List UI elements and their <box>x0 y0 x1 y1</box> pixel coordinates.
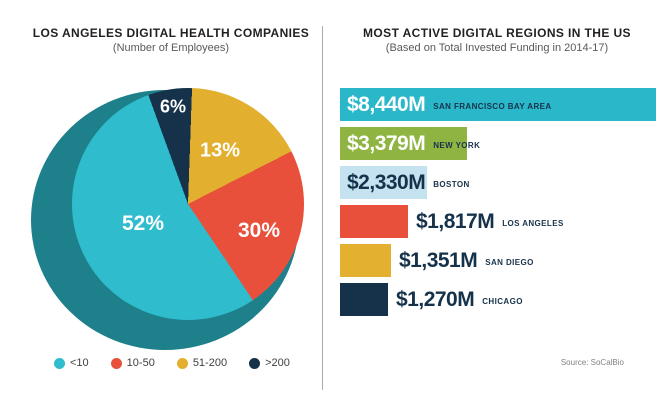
bar-chart-title: MOST ACTIVE DIGITAL REGIONS IN THE US <box>363 26 631 40</box>
legend-label: <10 <box>70 357 89 369</box>
legend-dot-icon <box>110 357 122 369</box>
bar-labels: $1,351M SAN DIEGO <box>399 244 534 277</box>
bar-labels: $1,270M CHICAGO <box>396 283 523 316</box>
source-credit: Source: SoCalBio <box>560 358 624 367</box>
bar-value-label: $1,270M <box>396 287 475 311</box>
pie-slices <box>72 88 304 320</box>
legend-item: 10-50 <box>110 357 155 369</box>
bar-labels: $3,379M NEW YORK <box>347 127 480 160</box>
pie-chart-header: LOS ANGELES DIGITAL HEALTH COMPANIES (Nu… <box>12 26 330 54</box>
legend-item: >200 <box>249 357 290 369</box>
bar-row: $2,330M BOSTON <box>340 166 656 199</box>
bar <box>340 244 391 277</box>
panel-divider <box>322 26 323 390</box>
bar <box>340 205 408 238</box>
legend-item: <10 <box>54 357 89 369</box>
pie-percent-label: 6% <box>159 96 187 117</box>
bar-value-label: $8,440M <box>347 92 426 116</box>
bar-region-label: SAN DIEGO <box>485 257 534 267</box>
legend-label: >200 <box>265 357 290 369</box>
legend-dot-icon <box>176 357 188 369</box>
bar-chart-header: MOST ACTIVE DIGITAL REGIONS IN THE US (B… <box>336 26 658 54</box>
pie-percent-label: 13% <box>199 139 241 162</box>
bar-value-label: $3,379M <box>347 131 426 155</box>
bar-value-label: $1,351M <box>399 248 478 272</box>
pie-chart-title: LOS ANGELES DIGITAL HEALTH COMPANIES <box>32 26 310 40</box>
bar-region-label: CHICAGO <box>482 296 523 306</box>
bar-row: $8,440M SAN FRANCISCO BAY AREA <box>340 88 656 121</box>
bar-labels: $1,817M LOS ANGELES <box>416 205 564 238</box>
legend-item: 51-200 <box>176 357 228 369</box>
legend-label: 51-200 <box>192 357 228 369</box>
bar <box>340 127 467 160</box>
bar-region-label: SAN FRANCISCO BAY AREA <box>433 101 552 111</box>
bar-labels: $8,440M SAN FRANCISCO BAY AREA <box>347 88 552 121</box>
legend-dot-icon <box>249 357 261 369</box>
bar-region-label: NEW YORK <box>433 140 481 150</box>
pie-percent-label: 52% <box>121 212 165 235</box>
bar-region-label: LOS ANGELES <box>502 218 564 228</box>
bar-row: $1,817M LOS ANGELES <box>340 205 656 238</box>
pie-percent-label: 30% <box>237 219 281 242</box>
bar-value-label: $1,817M <box>416 209 495 233</box>
pie-chart-subtitle: (Number of Employees) <box>112 42 230 55</box>
bar <box>340 166 427 199</box>
bar-row: $1,270M CHICAGO <box>340 283 656 316</box>
bar-row: $1,351M SAN DIEGO <box>340 244 656 277</box>
legend-label: 10-50 <box>126 357 155 369</box>
pie-chart: 52% 30% 13% 6% <box>31 88 304 352</box>
bar-row: $3,379M NEW YORK <box>340 127 656 160</box>
bar-chart-subtitle: (Based on Total Invested Funding in 2014… <box>385 42 609 55</box>
bar-value-label: $2,330M <box>347 170 426 194</box>
legend-dot-icon <box>54 357 65 369</box>
bar-labels: $2,330M BOSTON <box>347 166 470 199</box>
bar <box>340 88 656 121</box>
bar <box>340 283 388 316</box>
bar-region-label: BOSTON <box>433 179 470 189</box>
bar-chart: $8,440M SAN FRANCISCO BAY AREA $3,379M NEW … <box>340 88 656 322</box>
pie-legend: <10 10-50 51-200 >200 <box>54 357 290 369</box>
